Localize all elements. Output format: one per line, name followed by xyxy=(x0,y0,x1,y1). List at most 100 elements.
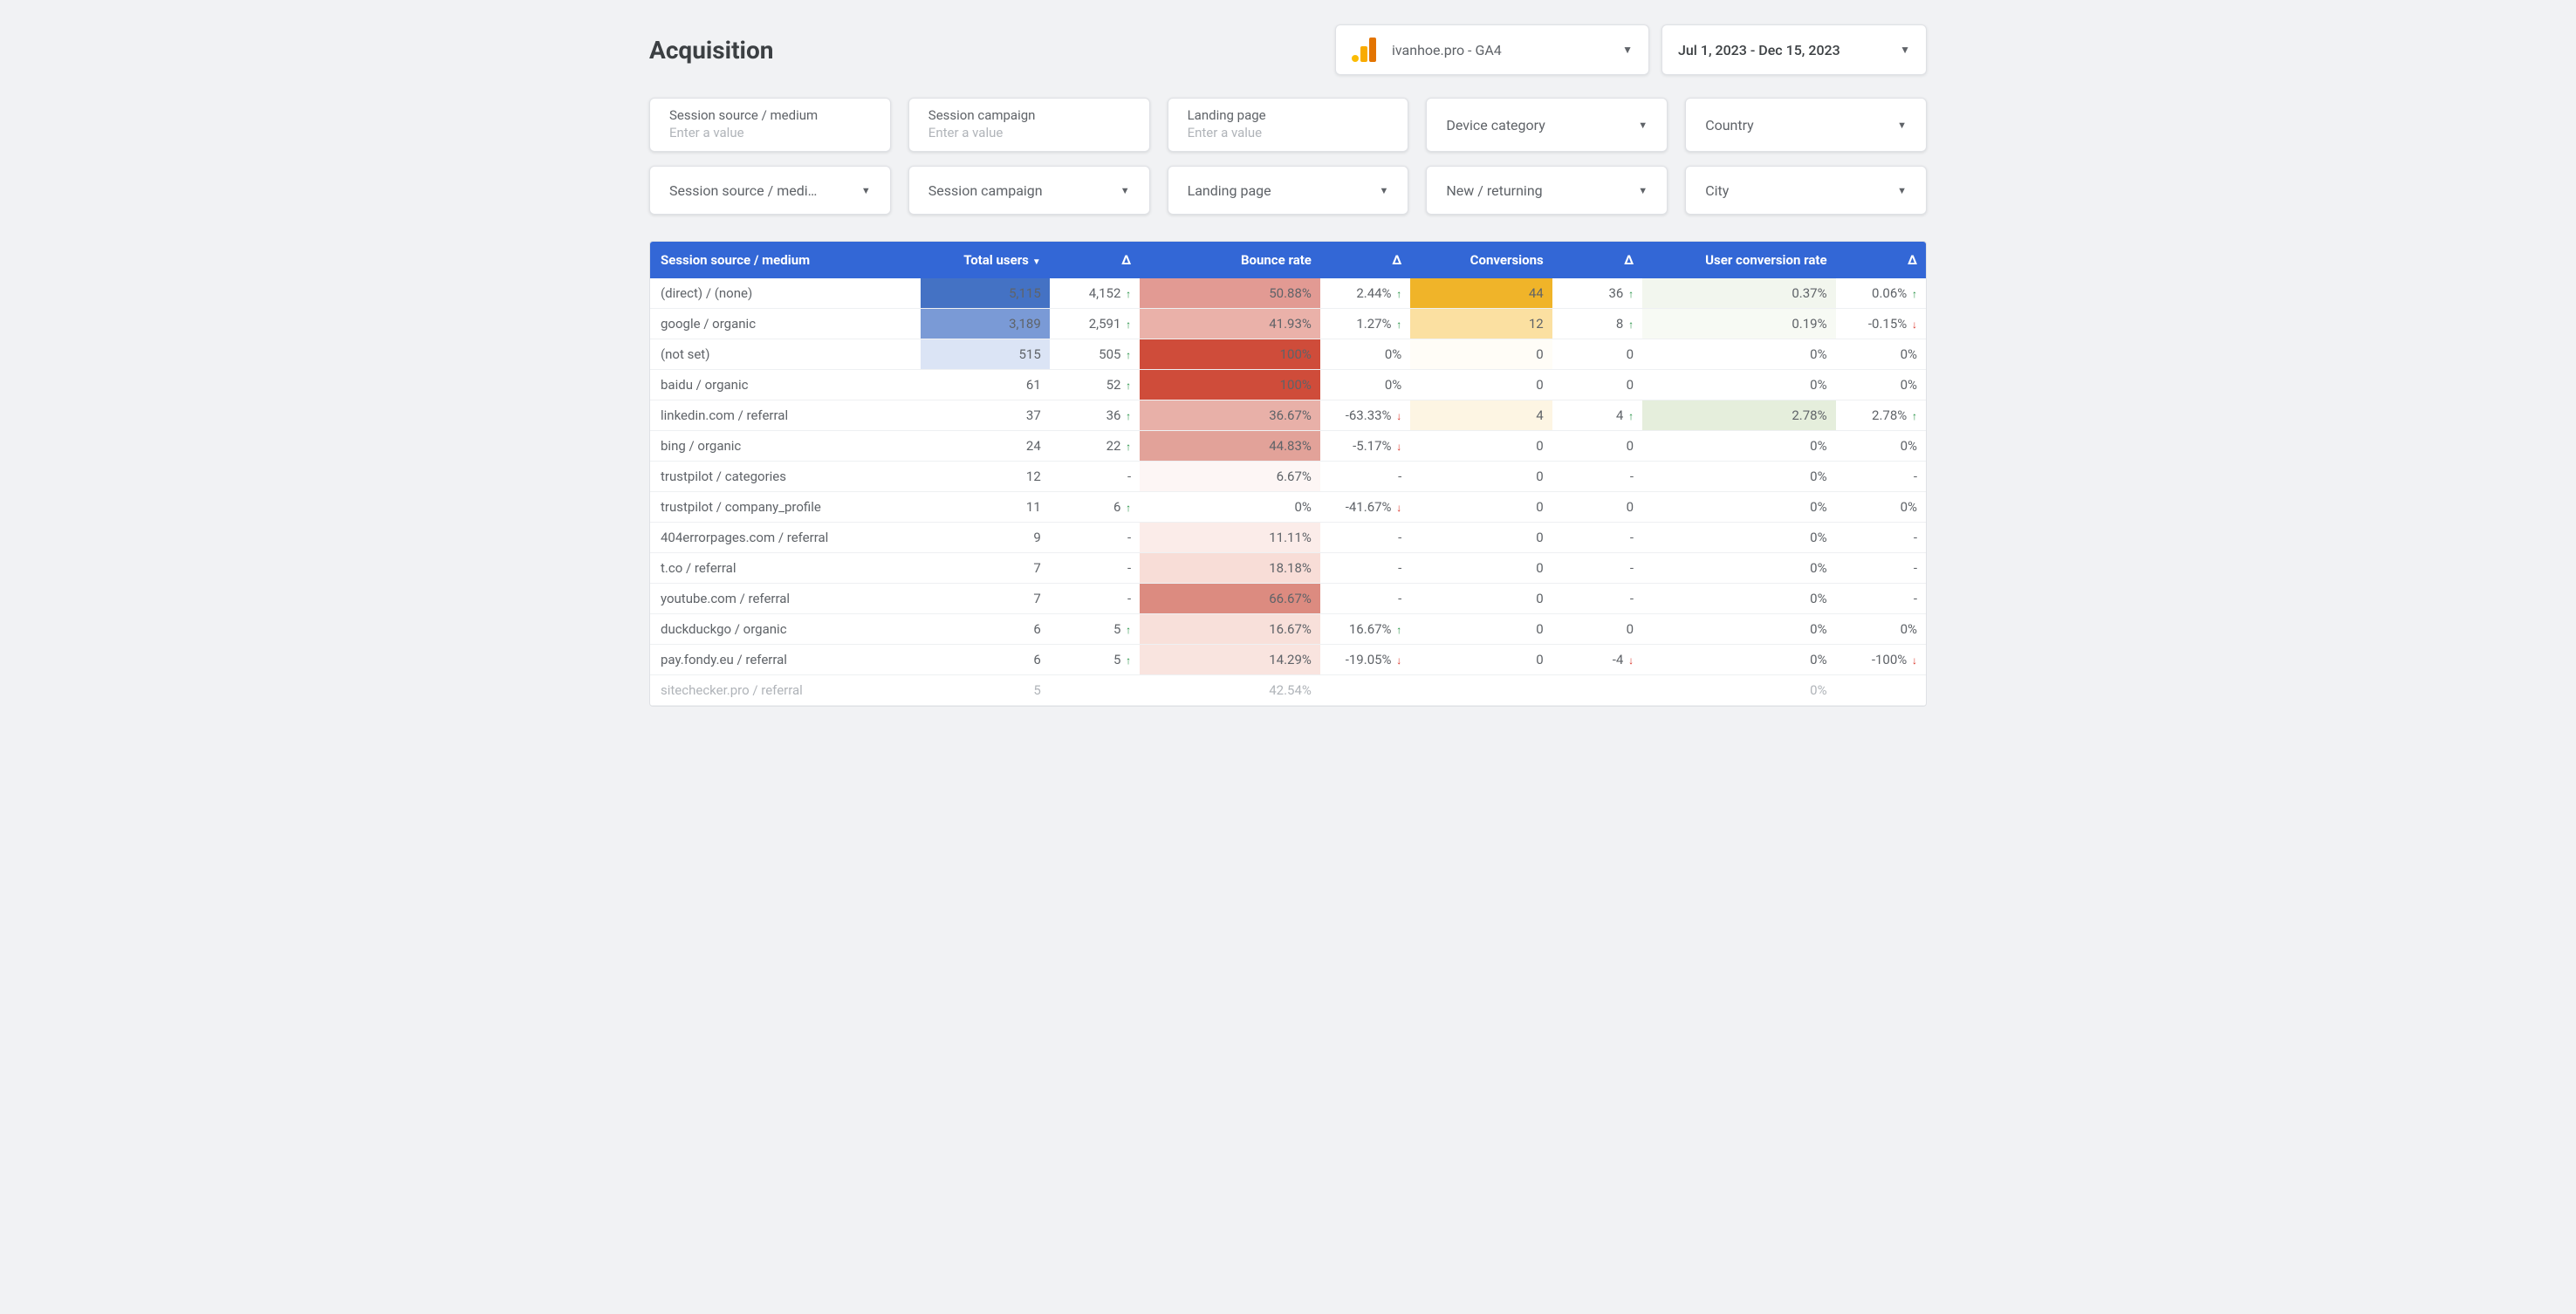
filter-select-country[interactable]: Country▼ xyxy=(1685,98,1927,152)
filter-placeholder: Enter a value xyxy=(1188,125,1389,140)
cell-bounce: 66.67% xyxy=(1140,584,1320,614)
filter-label: Session source / medium xyxy=(669,107,871,123)
cell-ucr-delta xyxy=(1836,675,1926,706)
col-bounce_delta[interactable]: Δ xyxy=(1320,242,1410,278)
filter-select-session-campaign[interactable]: Session campaign▼ xyxy=(908,166,1150,215)
cell-source: linkedin.com / referral xyxy=(650,400,921,431)
filter-select-city[interactable]: City ▼ xyxy=(1685,166,1927,215)
cell-total-users: 6 xyxy=(921,614,1050,645)
table-row: google / organic3,1892,591 ↑41.93%1.27% … xyxy=(650,309,1926,339)
arrow-up-icon: ↑ xyxy=(1126,410,1131,422)
col-conversions[interactable]: Conversions xyxy=(1410,242,1552,278)
cell-bounce: 0% xyxy=(1140,492,1320,523)
filter-select-new-returning[interactable]: New / returning▼ xyxy=(1426,166,1668,215)
arrow-up-icon: ↑ xyxy=(1126,502,1131,514)
cell-ucr: 0.19% xyxy=(1642,309,1836,339)
col-ucr[interactable]: User conversion rate xyxy=(1642,242,1836,278)
cell-conversions xyxy=(1410,675,1552,706)
table-row: (direct) / (none)5,1154,152 ↑50.88%2.44%… xyxy=(650,278,1926,309)
filter-select-session-source-medi-[interactable]: Session source / medi…▼ xyxy=(649,166,891,215)
arrow-up-icon: ↑ xyxy=(1126,380,1131,392)
filter-input-session-campaign[interactable]: Session campaignEnter a value xyxy=(908,98,1150,152)
filter-label: Session campaign xyxy=(928,107,1130,123)
arrow-up-icon: ↑ xyxy=(1126,624,1131,636)
cell-conversions: 4 xyxy=(1410,400,1552,431)
date-range-label: Jul 1, 2023 - Dec 15, 2023 xyxy=(1678,42,1877,58)
col-bounce_rate[interactable]: Bounce rate xyxy=(1140,242,1320,278)
cell-source: (not set) xyxy=(650,339,921,370)
filter-input-session-source-medium[interactable]: Session source / mediumEnter a value xyxy=(649,98,891,152)
arrow-up-icon: ↑ xyxy=(1628,288,1634,300)
cell-source: pay.fondy.eu / referral xyxy=(650,645,921,675)
filter-input-landing-page[interactable]: Landing pageEnter a value xyxy=(1168,98,1409,152)
page-title: Acquisition xyxy=(649,36,773,65)
cell-source: trustpilot / categories xyxy=(650,462,921,492)
cell-source: google / organic xyxy=(650,309,921,339)
cell-ucr-delta: - xyxy=(1836,584,1926,614)
cell-total-users: 12 xyxy=(921,462,1050,492)
cell-conversions: 0 xyxy=(1410,492,1552,523)
col-total_users[interactable]: Total users▼ xyxy=(921,242,1050,278)
cell-bounce-delta: -63.33% ↓ xyxy=(1320,400,1410,431)
cell-total-users: 61 xyxy=(921,370,1050,400)
cell-ucr: 0.37% xyxy=(1642,278,1836,309)
col-source[interactable]: Session source / medium xyxy=(650,242,921,278)
col-conversions_delta[interactable]: Δ xyxy=(1552,242,1642,278)
arrow-down-icon: ↓ xyxy=(1912,654,1917,667)
cell-conversions-delta: - xyxy=(1552,462,1642,492)
cell-conversions: 12 xyxy=(1410,309,1552,339)
cell-total-users-delta xyxy=(1050,675,1140,706)
arrow-up-icon: ↑ xyxy=(1628,410,1634,422)
cell-conversions-delta: - xyxy=(1552,553,1642,584)
filter-select-label: City xyxy=(1705,182,1729,199)
cell-total-users: 5,115 xyxy=(921,278,1050,309)
cell-bounce: 11.11% xyxy=(1140,523,1320,553)
cell-ucr-delta: -0.15% ↓ xyxy=(1836,309,1926,339)
table-row: linkedin.com / referral3736 ↑36.67%-63.3… xyxy=(650,400,1926,431)
table-row: sitechecker.pro / referral542.54%0% xyxy=(650,675,1926,706)
cell-bounce: 41.93% xyxy=(1140,309,1320,339)
cell-conversions-delta: 0 xyxy=(1552,431,1642,462)
cell-ucr: 0% xyxy=(1642,553,1836,584)
cell-conversions-delta: 4 ↑ xyxy=(1552,400,1642,431)
acquisition-table-wrap: Session source / mediumTotal users▼ΔBoun… xyxy=(649,241,1927,707)
cell-total-users-delta: 36 ↑ xyxy=(1050,400,1140,431)
cell-ucr: 0% xyxy=(1642,492,1836,523)
cell-ucr-delta: - xyxy=(1836,523,1926,553)
cell-conversions: 0 xyxy=(1410,339,1552,370)
cell-total-users-delta: 22 ↑ xyxy=(1050,431,1140,462)
arrow-up-icon: ↑ xyxy=(1396,288,1401,300)
arrow-up-icon: ↑ xyxy=(1126,441,1131,453)
date-range-picker[interactable]: Jul 1, 2023 - Dec 15, 2023 ▼ xyxy=(1661,24,1927,75)
cell-conversions: 0 xyxy=(1410,462,1552,492)
chevron-down-icon: ▼ xyxy=(1380,185,1389,196)
arrow-down-icon: ↓ xyxy=(1396,441,1401,453)
cell-ucr-delta: 0% xyxy=(1836,339,1926,370)
arrow-up-icon: ↑ xyxy=(1126,288,1131,300)
chevron-down-icon: ▼ xyxy=(1897,185,1907,196)
cell-source: t.co / referral xyxy=(650,553,921,584)
cell-total-users-delta: - xyxy=(1050,462,1140,492)
col-total_users_delta[interactable]: Δ xyxy=(1050,242,1140,278)
table-row: duckduckgo / organic65 ↑16.67%16.67% ↑00… xyxy=(650,614,1926,645)
table-row: youtube.com / referral7-66.67%-0-0%- xyxy=(650,584,1926,614)
cell-ucr: 0% xyxy=(1642,523,1836,553)
cell-bounce-delta: -41.67% ↓ xyxy=(1320,492,1410,523)
cell-total-users-delta: - xyxy=(1050,523,1140,553)
cell-total-users-delta: 5 ↑ xyxy=(1050,614,1140,645)
cell-total-users: 24 xyxy=(921,431,1050,462)
cell-ucr-delta: 0% xyxy=(1836,431,1926,462)
cell-bounce-delta xyxy=(1320,675,1410,706)
cell-bounce: 50.88% xyxy=(1140,278,1320,309)
cell-bounce: 14.29% xyxy=(1140,645,1320,675)
filter-select-landing-page[interactable]: Landing page▼ xyxy=(1168,166,1409,215)
cell-source: bing / organic xyxy=(650,431,921,462)
arrow-up-icon: ↑ xyxy=(1126,654,1131,667)
cell-conversions: 44 xyxy=(1410,278,1552,309)
filter-select-device-category[interactable]: Device category▼ xyxy=(1426,98,1668,152)
col-ucr_delta[interactable]: Δ xyxy=(1836,242,1926,278)
filter-select-label: Country xyxy=(1705,117,1754,133)
property-picker[interactable]: ivanhoe.pro - GA4 ▼ xyxy=(1335,24,1649,75)
arrow-down-icon: ↓ xyxy=(1912,318,1917,331)
chevron-down-icon: ▼ xyxy=(1638,185,1648,196)
